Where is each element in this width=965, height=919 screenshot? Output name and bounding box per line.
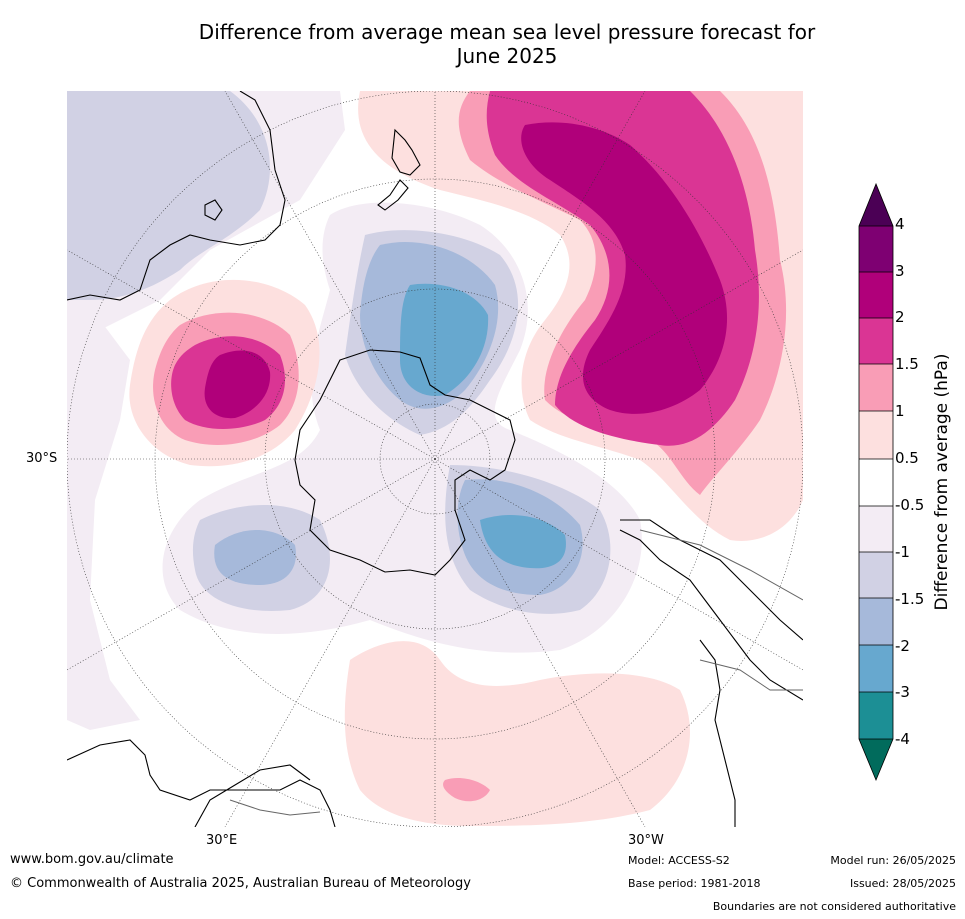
australia-coast bbox=[67, 91, 286, 301]
south-america-coast bbox=[620, 519, 803, 641]
colorbar-extend-bottom bbox=[859, 739, 893, 780]
tasmania-coast bbox=[204, 199, 223, 221]
model-name: Model: ACCESS-S2 bbox=[628, 854, 730, 867]
colorbar bbox=[858, 182, 894, 782]
colorbar-bin bbox=[859, 692, 893, 739]
polar-map bbox=[67, 91, 803, 827]
southern-africa-coast bbox=[194, 764, 311, 827]
anomaly-negative-3 bbox=[400, 283, 566, 569]
colorbar-bin bbox=[859, 364, 893, 411]
colorbar-bin bbox=[859, 318, 893, 364]
africa-coast bbox=[67, 739, 336, 827]
title-line-1: Difference from average mean sea level p… bbox=[198, 20, 816, 44]
colorbar-bin bbox=[859, 459, 893, 506]
colorbar-tick: -0.5 bbox=[895, 496, 925, 514]
base-period: Base period: 1981-2018 bbox=[628, 877, 761, 890]
colorbar-tick: 1.5 bbox=[895, 355, 919, 373]
colorbar-tick: 4 bbox=[895, 215, 905, 233]
latitude-label-30s: 30°S bbox=[26, 451, 58, 466]
south-america-tip bbox=[699, 639, 736, 827]
colorbar-bin bbox=[859, 645, 893, 692]
longitude-label-30w: 30°W bbox=[628, 833, 664, 848]
boundaries-disclaimer: Boundaries are not considered authoritat… bbox=[712, 900, 956, 913]
colorbar-bin bbox=[859, 506, 893, 552]
colorbar-tick: 3 bbox=[895, 262, 905, 280]
country-borders bbox=[229, 529, 803, 816]
colorbar-tick: -4 bbox=[895, 730, 910, 748]
new-zealand-south bbox=[377, 179, 409, 211]
title-line-2: June 2025 bbox=[456, 44, 558, 68]
graticule bbox=[67, 91, 803, 827]
new-zealand-north bbox=[391, 128, 421, 176]
colorbar-tick: -3 bbox=[895, 683, 910, 701]
bom-url-link[interactable]: www.bom.gov.au/climate bbox=[10, 852, 174, 867]
colorbar-bin bbox=[859, 411, 893, 459]
anomaly-positive-2 bbox=[204, 122, 728, 419]
colorbar-bin bbox=[859, 272, 893, 318]
longitude-label-30e: 30°E bbox=[206, 833, 238, 848]
coastlines bbox=[67, 91, 803, 827]
colorbar-bin bbox=[859, 598, 893, 645]
copyright-text: © Commonwealth of Australia 2025, Austra… bbox=[10, 876, 471, 891]
colorbar-tick: 2 bbox=[895, 308, 905, 326]
colorbar-tick: 0.5 bbox=[895, 449, 919, 467]
antarctica-coast bbox=[294, 349, 516, 576]
model-run-date: Model run: 26/05/2025 bbox=[830, 854, 956, 867]
issued-date: Issued: 28/05/2025 bbox=[849, 877, 956, 890]
colorbar-tick: -1 bbox=[895, 543, 910, 561]
colorbar-bin bbox=[859, 226, 893, 272]
south-america-coast-2 bbox=[619, 529, 803, 701]
colorbar-tick: -2 bbox=[895, 637, 910, 655]
colorbar-extend-top bbox=[859, 184, 893, 226]
colorbar-bin bbox=[859, 552, 893, 598]
colorbar-tick: 1 bbox=[895, 402, 905, 420]
map-title: Difference from average mean sea level p… bbox=[0, 20, 965, 68]
colorbar-title: Difference from average (hPa) bbox=[932, 353, 952, 611]
colorbar-tick: -1.5 bbox=[895, 590, 925, 608]
